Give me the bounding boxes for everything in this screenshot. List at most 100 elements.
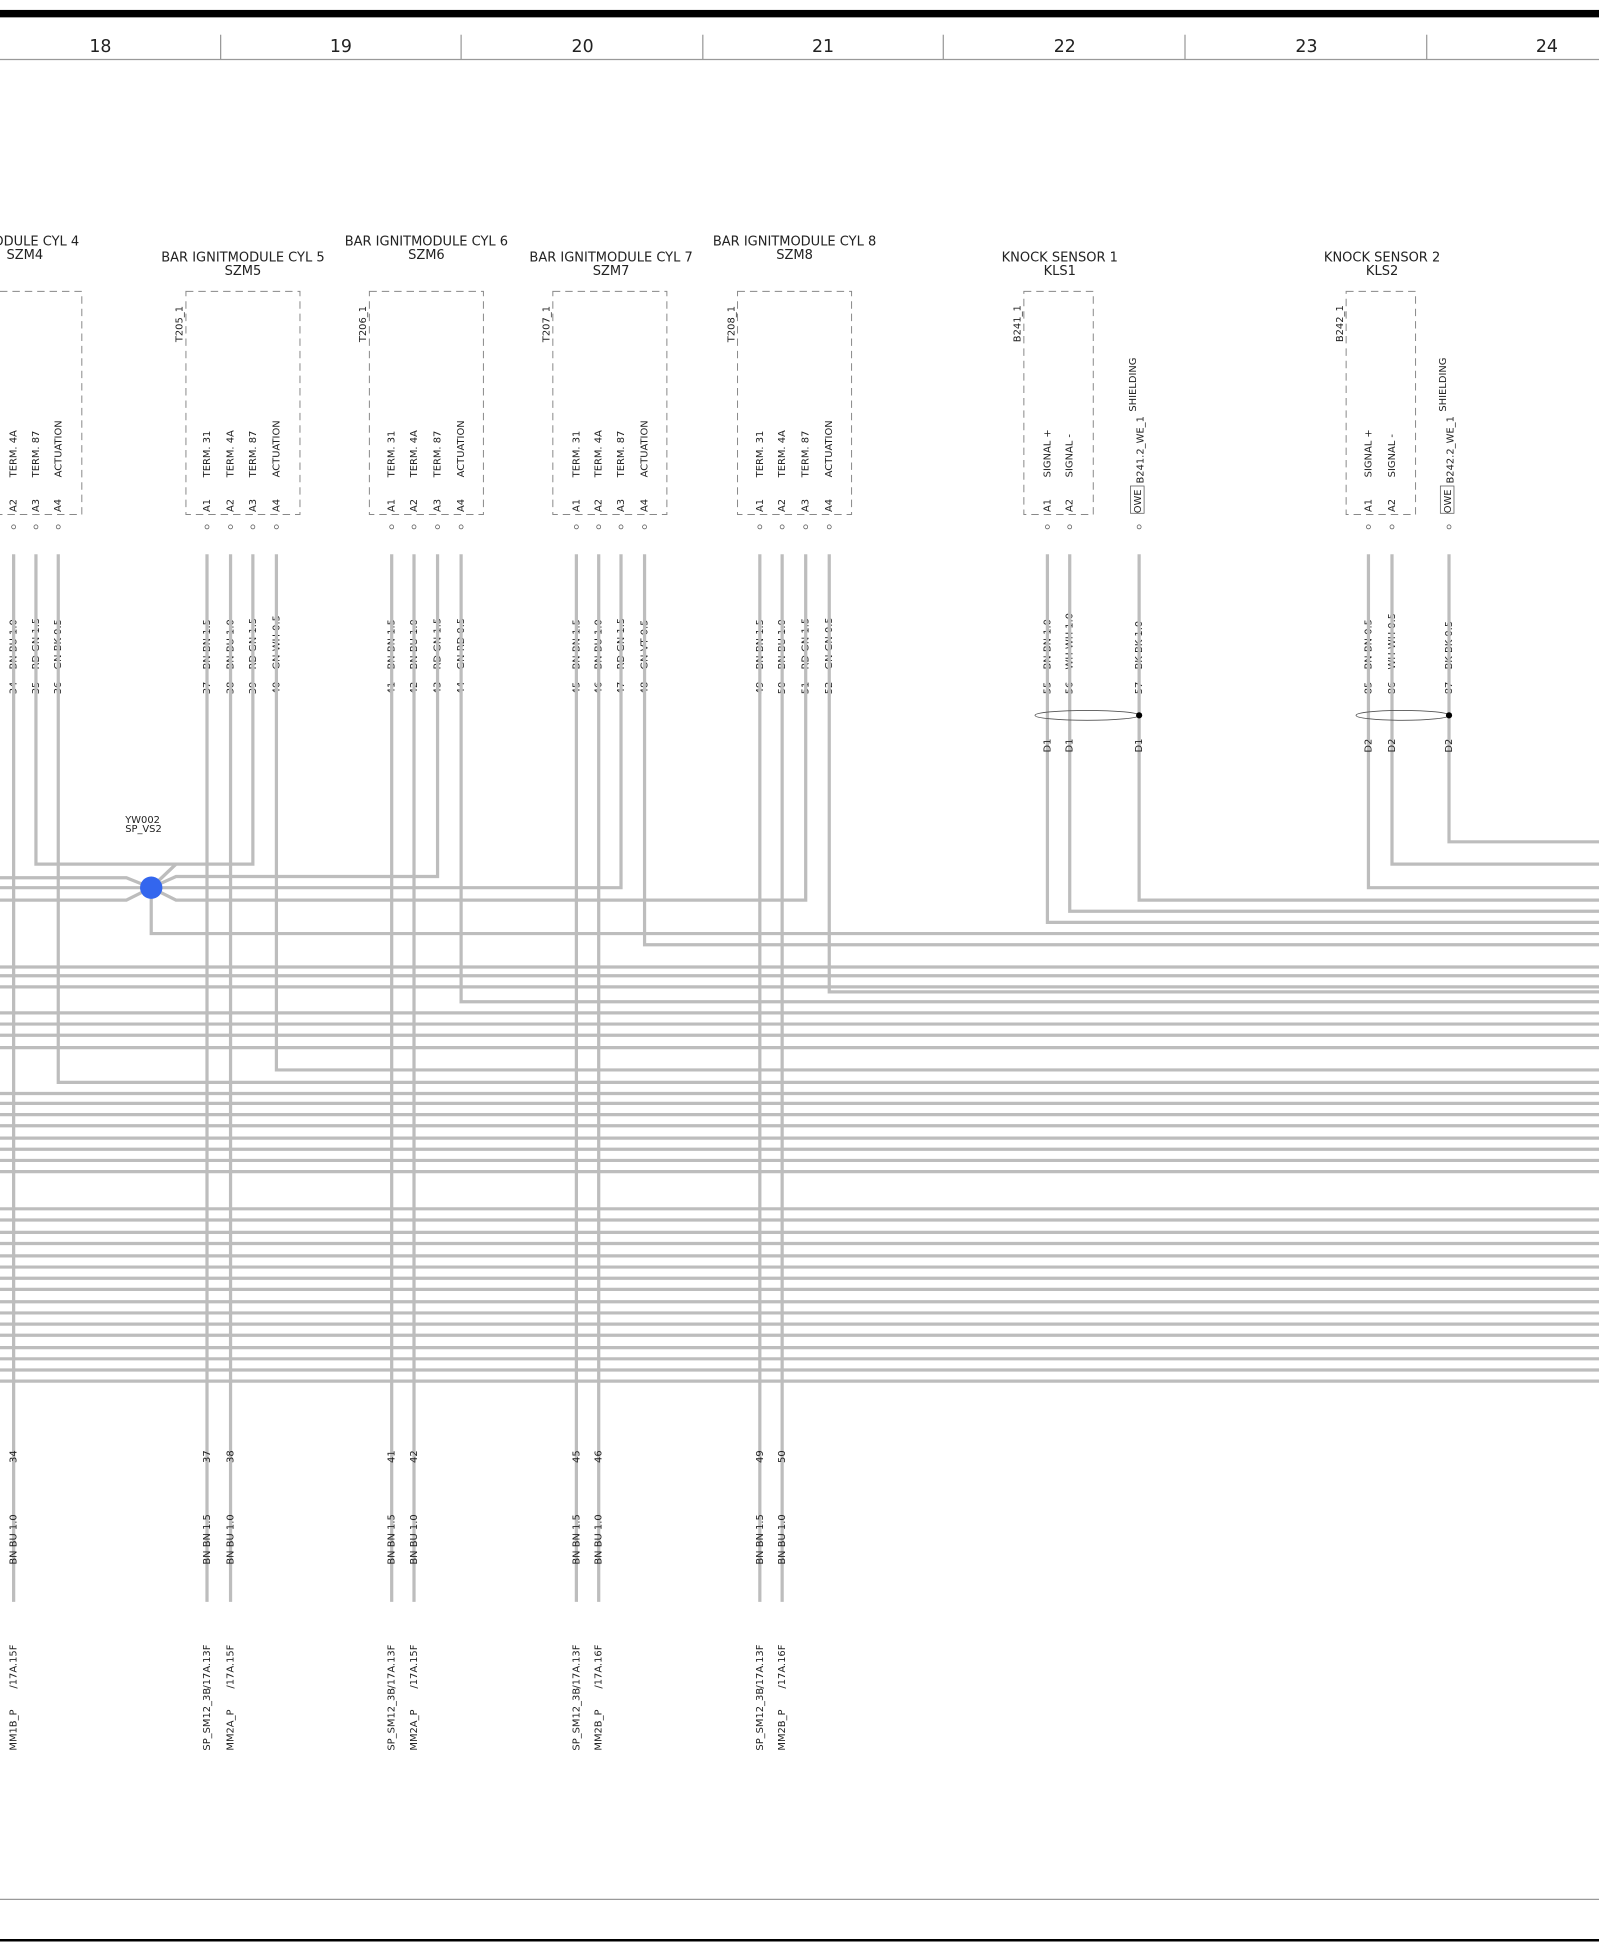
pin-id: A3 bbox=[801, 499, 812, 512]
end-page: /17A.16F bbox=[594, 1644, 605, 1688]
pin-contact bbox=[55, 524, 61, 530]
end-page: /17A.13F bbox=[202, 1644, 213, 1688]
wire bbox=[149, 887, 1599, 936]
module-box bbox=[185, 290, 301, 516]
pin-contact bbox=[274, 524, 279, 530]
pin-function: TERM. 4A bbox=[409, 430, 420, 478]
wire bbox=[459, 554, 1599, 1004]
pin-contact bbox=[803, 524, 809, 530]
connector-id: B241_1 bbox=[1013, 305, 1024, 342]
pin-contact bbox=[389, 524, 395, 530]
pin-contact bbox=[1366, 524, 1371, 530]
pin-function: TERM. 87 bbox=[433, 431, 444, 479]
pin-function: TERM. 87 bbox=[801, 431, 812, 479]
pin-function: SIGNAL - bbox=[1065, 434, 1076, 478]
wire bbox=[0, 886, 152, 902]
end-ref: MM2A_P bbox=[409, 1709, 420, 1750]
sensor-title: KNOCK SENSOR 1 bbox=[1002, 251, 1118, 266]
pin-id: A1 bbox=[202, 499, 213, 512]
module-box bbox=[0, 290, 83, 516]
end-ref: MM2B_P bbox=[594, 1709, 605, 1750]
column-number: 18 bbox=[89, 37, 111, 57]
sensor-box bbox=[1345, 290, 1417, 516]
end-wire-number: 37 bbox=[202, 1450, 213, 1463]
column-number: 22 bbox=[1054, 37, 1076, 57]
pin-id: A2 bbox=[226, 499, 237, 512]
pin-contact bbox=[757, 524, 763, 530]
shield-ref: B241.2_WE_1 bbox=[1135, 416, 1146, 483]
pin-contact bbox=[1446, 524, 1452, 530]
pin-contact bbox=[826, 524, 832, 530]
pin-function: TERM. 87 bbox=[616, 431, 627, 479]
end-wire-number: 45 bbox=[571, 1450, 582, 1463]
column-number: 19 bbox=[330, 37, 352, 57]
wire-group: D2 bbox=[1387, 739, 1398, 753]
end-page: /17A.13F bbox=[571, 1644, 582, 1688]
shield-label: SHIELDING bbox=[1128, 358, 1139, 412]
end-wire-spec: BN BN 1.5 bbox=[387, 1514, 398, 1564]
end-wire-number: 46 bbox=[594, 1450, 605, 1463]
wire bbox=[56, 554, 1599, 1084]
end-ref: SP_SM12_3B bbox=[571, 1688, 582, 1751]
shield-tag-box bbox=[1439, 485, 1455, 514]
shield-ref: B242.2_WE_1 bbox=[1445, 416, 1456, 483]
pin-contact bbox=[1136, 524, 1142, 530]
column-number: 20 bbox=[572, 37, 594, 57]
shield-ellipse bbox=[1034, 709, 1140, 721]
column-number: 23 bbox=[1295, 37, 1317, 57]
pin-contact bbox=[618, 524, 624, 530]
module-code: SZM6 bbox=[408, 248, 445, 263]
pin-function: TERM. 4A bbox=[777, 430, 788, 478]
end-ref: MM1B_P bbox=[9, 1709, 20, 1750]
end-wire-number: 38 bbox=[226, 1450, 237, 1463]
pin-contact bbox=[642, 524, 647, 530]
module-code: SZM7 bbox=[593, 264, 630, 279]
sensor-code: KLS2 bbox=[1366, 264, 1398, 279]
module-box bbox=[552, 290, 668, 516]
module-box bbox=[737, 290, 853, 516]
end-wire-spec: BN BN 1.5 bbox=[202, 1514, 213, 1564]
pin-function: TERM. 31 bbox=[755, 431, 766, 479]
splice-point bbox=[140, 876, 163, 899]
splice-id: YW002 bbox=[124, 815, 160, 826]
pin-id: A1 bbox=[1363, 499, 1374, 512]
pin-function: SIGNAL + bbox=[1363, 429, 1374, 477]
pin-id: A1 bbox=[755, 499, 766, 512]
pin-id: A2 bbox=[1065, 499, 1076, 512]
end-wire-spec: BN BU 1.0 bbox=[409, 1514, 420, 1564]
pin-contact bbox=[33, 524, 39, 530]
end-wire-number: 49 bbox=[755, 1450, 766, 1463]
pin-id: A2 bbox=[777, 499, 788, 512]
module-title: BAR IGNITMODULE CYL 7 bbox=[529, 251, 692, 266]
end-wire-spec: BN BN 1.5 bbox=[571, 1514, 582, 1564]
connector-id: B242_1 bbox=[1335, 305, 1346, 342]
shield-label: SHIELDING bbox=[1438, 358, 1449, 412]
pin-contact bbox=[1067, 524, 1073, 530]
pin-id: A3 bbox=[31, 499, 42, 512]
wire bbox=[827, 554, 1599, 994]
pin-contact bbox=[458, 524, 464, 530]
connector-id: T206_1 bbox=[358, 306, 369, 343]
pin-function: ACTUATION bbox=[640, 420, 651, 477]
pin-function: TERM. 31 bbox=[202, 431, 213, 479]
pin-function: TERM. 31 bbox=[387, 431, 398, 479]
pin-contact bbox=[228, 524, 233, 530]
pin-id: A4 bbox=[640, 499, 651, 512]
wire bbox=[642, 554, 1599, 947]
end-page: /17A.16F bbox=[777, 1644, 788, 1688]
end-wire-number: 42 bbox=[409, 1450, 420, 1463]
pin-contact bbox=[779, 524, 785, 530]
end-ref: SP_SM12_3B bbox=[755, 1688, 766, 1751]
pin-contact bbox=[204, 524, 210, 530]
pin-contact bbox=[411, 524, 417, 530]
pin-id: A4 bbox=[271, 499, 282, 512]
wire-group: D2 bbox=[1363, 739, 1374, 753]
wire bbox=[151, 554, 623, 890]
wire-group: D2 bbox=[1444, 739, 1455, 753]
pin-function: ACTUATION bbox=[824, 420, 835, 477]
pin-id: A2 bbox=[9, 499, 20, 512]
end-wire-spec: BN BN 1.5 bbox=[755, 1514, 766, 1564]
end-wire-spec: BN BU 1.0 bbox=[777, 1514, 788, 1564]
wire bbox=[1045, 554, 1599, 925]
